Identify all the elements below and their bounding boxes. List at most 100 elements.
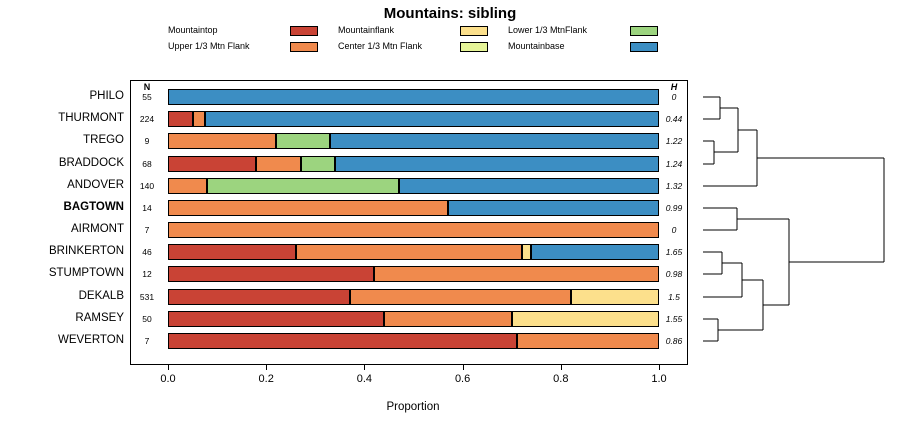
legend-item: Upper 1/3 Mtn Flank: [168, 41, 318, 52]
row-h-value: 0.99: [665, 203, 683, 213]
bar-segment: [531, 244, 659, 260]
row-label: TREGO: [83, 134, 124, 146]
row-label: AIRMONT: [70, 223, 124, 235]
legend-item: Mountainbase: [508, 41, 658, 52]
bar-segment: [168, 289, 350, 305]
row-h-value: 1.22: [665, 136, 683, 146]
legend-item: Lower 1/3 MtnFlank: [508, 25, 658, 36]
row-n-value: 68: [142, 159, 152, 169]
row-h-value: 1.24: [665, 159, 683, 169]
row-n-value: 140: [139, 181, 155, 191]
legend: Mountaintop Mountainflank Lower 1/3 MtnFla…: [168, 25, 658, 52]
row-n-value: 224: [139, 114, 155, 124]
x-axis-tick-label: 1.0: [651, 373, 667, 385]
n-column-header: N: [143, 82, 151, 92]
bar-segment: [168, 333, 517, 349]
bar-segment: [168, 178, 208, 194]
bar-segment: [334, 156, 659, 172]
row-h-value: 0: [671, 225, 677, 235]
bar-segment: [168, 222, 659, 238]
x-axis-tick-label: 0.0: [160, 373, 176, 385]
legend-item-label: Mountainbase: [508, 41, 565, 51]
x-axis-tick-label: 0.6: [454, 373, 471, 385]
bar-segment: [330, 133, 659, 149]
bar-segment: [192, 111, 205, 127]
bar-segment: [300, 156, 335, 172]
bar-segment: [295, 244, 522, 260]
bar-row: [168, 89, 659, 105]
bar-segment: [276, 133, 331, 149]
bar-segment: [447, 200, 659, 216]
row-n-value: 50: [142, 314, 152, 324]
legend-item-label: Mountaintop: [168, 25, 218, 35]
bar-segment: [511, 311, 659, 327]
row-label: BRINKERTON: [49, 245, 124, 257]
legend-swatch: [290, 25, 318, 36]
row-n-value: 531: [139, 292, 155, 302]
bar-segment: [207, 178, 399, 194]
x-axis-tick: [659, 365, 660, 370]
bar-row: [168, 178, 659, 194]
legend-swatch: [290, 41, 318, 52]
bar-segment: [384, 311, 512, 327]
h-column-header: H: [670, 82, 678, 92]
row-label: BAGTOWN: [63, 201, 124, 213]
bar-segment: [168, 111, 193, 127]
row-n-value: 46: [142, 247, 152, 257]
bar-segment: [168, 89, 659, 105]
bar-segment: [374, 266, 659, 282]
legend-swatch: [460, 25, 488, 36]
bar-segment: [168, 200, 448, 216]
row-h-value: 0: [671, 92, 677, 102]
x-axis-tick-label: 0.4: [356, 373, 373, 385]
bar-row: [168, 111, 659, 127]
bar-segment: [349, 289, 571, 305]
row-n-value: 55: [142, 92, 152, 102]
row-n-value: 12: [142, 269, 152, 279]
bar-segment: [516, 333, 659, 349]
plot-area: [130, 80, 688, 365]
x-axis-label: Proportion: [386, 401, 440, 413]
row-h-value: 0.86: [665, 336, 683, 346]
bar-segment: [521, 244, 532, 260]
legend-swatch: [630, 25, 658, 36]
bar-row: [168, 289, 659, 305]
legend-item: Mountainflank: [338, 25, 488, 36]
legend-item-label: Mountainflank: [338, 25, 395, 35]
row-n-value: 7: [144, 336, 150, 346]
row-label: ANDOVER: [67, 179, 124, 191]
row-label: STUMPTOWN: [48, 267, 124, 279]
row-label: WEVERTON: [57, 334, 124, 346]
bar-row: [168, 244, 659, 260]
bar-segment: [398, 178, 659, 194]
row-h-value: 1.55: [665, 314, 683, 324]
row-h-value: 0.98: [665, 269, 683, 279]
bar-segment: [168, 133, 277, 149]
bar-segment: [168, 156, 257, 172]
x-axis-tick: [462, 365, 464, 370]
row-label: THURMONT: [58, 112, 124, 124]
chart-title: Mountains: sibling: [383, 5, 517, 22]
row-label: DEKALB: [78, 290, 124, 302]
bar-segment: [168, 266, 375, 282]
legend-item-label: Center 1/3 Mtn Flank: [338, 41, 423, 51]
row-h-value: 1.5: [668, 292, 680, 302]
legend-item: Mountaintop: [168, 25, 318, 36]
bar-row: [168, 222, 659, 238]
legend-item-label: Lower 1/3 MtnFlank: [508, 25, 588, 35]
bar-row: [168, 133, 659, 149]
x-axis-tick-label: 0.8: [553, 373, 569, 385]
x-axis-tick: [266, 365, 268, 370]
row-n-value: 7: [144, 225, 150, 235]
legend-swatch: [630, 41, 658, 52]
bar-row: [168, 266, 659, 282]
row-n-value: 9: [144, 136, 150, 146]
row-h-value: 0.44: [665, 114, 683, 124]
row-label: PHILO: [89, 90, 124, 102]
row-n-value: 14: [142, 203, 152, 213]
bar-row: [168, 333, 659, 349]
bar-segment: [204, 111, 659, 127]
bar-segment: [168, 244, 296, 260]
bar-segment: [168, 311, 385, 327]
legend-swatch: [460, 41, 488, 52]
